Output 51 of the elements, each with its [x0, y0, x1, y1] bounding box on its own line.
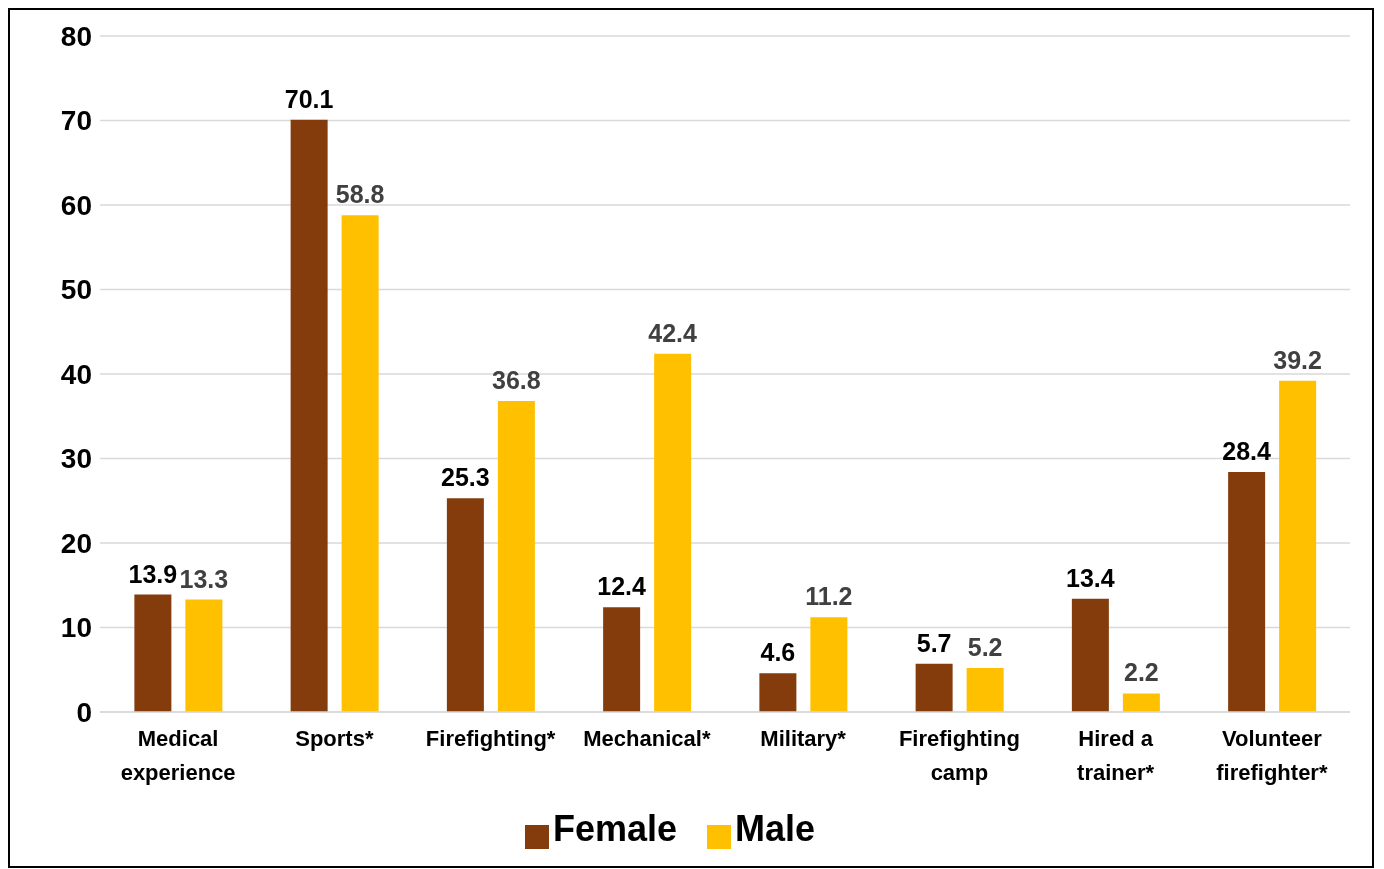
data-label: 58.8	[335, 180, 385, 209]
y-tick-label: 60	[60, 189, 92, 221]
bar	[1279, 380, 1317, 712]
x-tick-label: Volunteer firefighter*	[1216, 726, 1328, 785]
bar	[1122, 693, 1160, 712]
y-tick-label: 30	[60, 443, 92, 475]
bar	[134, 594, 172, 712]
data-label: 4.6	[760, 638, 796, 667]
x-tick-label: Firefighting*	[425, 726, 556, 751]
data-label: 5.2	[967, 633, 1003, 662]
bar	[1228, 472, 1266, 712]
data-label: 39.2	[1273, 345, 1322, 374]
data-label: 2.2	[1123, 658, 1159, 687]
y-tick-label: 20	[60, 527, 92, 559]
x-tick-label: Firefighting camp	[898, 726, 1020, 785]
bar	[446, 498, 484, 712]
legend-label: Female	[552, 808, 678, 849]
y-tick-label: 40	[60, 358, 92, 390]
data-label: 13.9	[128, 559, 178, 588]
bar	[603, 607, 641, 712]
data-label: 28.4	[1222, 437, 1272, 466]
data-label: 42.4	[648, 318, 698, 347]
bar	[341, 215, 379, 712]
data-label: 13.4	[1066, 563, 1115, 592]
bar	[185, 599, 223, 712]
x-tick-label: Medical experience	[120, 726, 236, 785]
bar	[1071, 598, 1109, 712]
data-label: 25.3	[441, 463, 490, 492]
y-tick-label: 70	[60, 105, 92, 137]
x-tick-label: Mechanical*	[583, 726, 711, 751]
data-label: 13.3	[179, 564, 229, 593]
x-tick-label: Hired a trainer*	[1077, 726, 1155, 785]
data-label: 70.1	[284, 84, 334, 113]
bar	[759, 673, 797, 712]
y-tick-label: 50	[60, 274, 92, 306]
bar	[810, 617, 848, 712]
y-tick-label: 80	[60, 20, 92, 52]
data-label: 11.2	[805, 582, 853, 611]
x-tick-label: Sports*	[295, 726, 374, 751]
data-label: 5.7	[916, 628, 952, 657]
bar	[290, 119, 328, 712]
legend-label: Male	[735, 808, 816, 849]
x-tick-label: Military*	[760, 726, 847, 751]
y-tick-label: 0	[76, 696, 92, 728]
bar	[654, 353, 692, 712]
data-label: 12.4	[597, 572, 647, 601]
y-tick-label: 10	[60, 612, 92, 644]
data-label: 36.8	[492, 366, 541, 395]
bar	[966, 668, 1004, 712]
bar	[915, 663, 953, 712]
bar	[497, 401, 535, 712]
